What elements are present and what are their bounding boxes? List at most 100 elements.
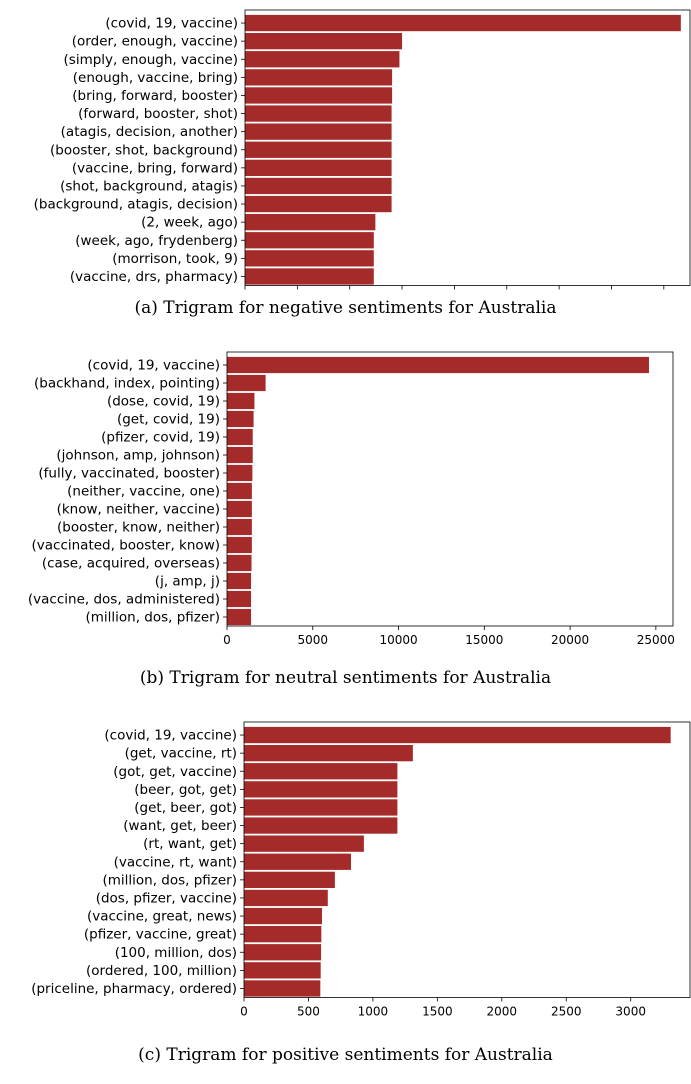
- category-label: (neither, vaccine, one): [67, 484, 220, 500]
- chart-neutral: (covid, 19, vaccine) (backhand, index, po…: [28, 351, 675, 647]
- category-label: (forward, booster, shot): [78, 106, 238, 122]
- category-label: (booster, know, neither): [57, 520, 220, 536]
- category-label: (dos, pfizer, vaccine): [96, 890, 237, 906]
- bar: [244, 726, 671, 744]
- category-label: (know, neither, vaccine): [57, 502, 220, 518]
- bar: [245, 69, 393, 86]
- x-tick-label: 20000: [551, 633, 589, 647]
- category-label: (atagis, decision, another): [61, 124, 238, 140]
- category-label: (johnson, amp, johnson): [56, 448, 220, 464]
- x-tick-label: 5000: [297, 633, 328, 647]
- plot-frame: [226, 351, 674, 627]
- bar: [244, 980, 321, 997]
- bar: [244, 871, 335, 888]
- chart-panel-positive: (covid, 19, vaccine) (get, vaccine, rt) (g…: [0, 712, 691, 1032]
- category-label: (case, acquired, overseas): [42, 556, 220, 572]
- chart-negative: (covid, 19, vaccine) (order, enough, vacc…: [34, 9, 691, 290]
- category-label: (2, week, ago): [141, 215, 238, 231]
- bar: [244, 853, 351, 870]
- bar: [244, 835, 364, 852]
- bar: [245, 177, 392, 195]
- bar: [227, 536, 252, 554]
- category-label: (get, covid, 19): [117, 412, 220, 428]
- bar: [245, 232, 374, 249]
- caption-negative: (a) Trigram for negative sentiments for …: [134, 298, 557, 318]
- category-label: (get, beer, got): [134, 800, 237, 816]
- bar: [227, 464, 253, 482]
- bar: [245, 141, 392, 158]
- x-tick-label: 1500: [422, 1005, 453, 1019]
- category-label: (backhand, index, pointing): [34, 376, 220, 392]
- category-label: (vaccine, bring, forward): [72, 160, 238, 176]
- bar: [227, 518, 252, 536]
- category-label: (bring, forward, booster): [72, 88, 238, 104]
- plot-frame: [243, 721, 691, 998]
- category-label: (vaccine, drs, pharmacy): [70, 269, 238, 285]
- category-label: (vaccine, dos, administered): [28, 592, 220, 608]
- category-label: (vaccinated, booster, know): [32, 538, 221, 554]
- category-label: (ordered, 100, million): [86, 963, 237, 979]
- caption-neutral: (b) Trigram for neutral sentiments for A…: [139, 668, 552, 688]
- category-label: (pfizer, vaccine, great): [84, 927, 237, 943]
- bar: [227, 572, 252, 590]
- bar: [244, 962, 321, 979]
- bar: [227, 554, 252, 572]
- category-label: (million, dos, pfizer): [102, 872, 237, 888]
- bar: [227, 608, 252, 626]
- category-label: (fully, vaccinated, booster): [38, 466, 220, 482]
- x-tick-label: 500: [297, 1005, 320, 1019]
- category-label: (100, million, dos): [115, 945, 237, 961]
- bar: [244, 763, 398, 780]
- x-tick-label: 0: [240, 1005, 248, 1019]
- category-label: (priceline, pharmacy, ordered): [31, 981, 237, 997]
- bar: [227, 392, 255, 410]
- category-label: (j, amp, j): [155, 574, 220, 590]
- category-label: (got, get, vaccine): [113, 764, 237, 780]
- category-label: (covid, 19, vaccine): [87, 358, 220, 374]
- bar: [244, 799, 398, 816]
- bar: [244, 817, 398, 834]
- bar: [245, 87, 393, 104]
- chart-panel-negative: (covid, 19, vaccine) (order, enough, vacc…: [0, 0, 691, 290]
- bar: [244, 781, 398, 798]
- bar: [245, 14, 681, 32]
- category-label: (morrison, took, 9): [112, 251, 238, 267]
- category-label: (dose, covid, 19): [107, 394, 220, 410]
- category-label: (covid, 19, vaccine): [104, 728, 237, 744]
- chart-panel-neutral: (covid, 19, vaccine) (backhand, index, po…: [0, 342, 691, 662]
- x-tick-label: 2000: [487, 1005, 518, 1019]
- bar: [245, 51, 400, 68]
- x-tick-label: 1000: [358, 1005, 389, 1019]
- x-tick-label: 10000: [379, 633, 417, 647]
- x-tick-label: 3000: [615, 1005, 646, 1019]
- plot-frame: [244, 9, 691, 286]
- category-label: (shot, background, atagis): [60, 178, 238, 194]
- x-tick-label: 25000: [637, 633, 675, 647]
- bar: [245, 268, 374, 285]
- bar: [227, 356, 649, 374]
- bar: [244, 889, 328, 907]
- category-label: (get, vaccine, rt): [125, 746, 237, 762]
- bar: [227, 500, 252, 518]
- category-label: (week, ago, frydenberg): [75, 233, 238, 249]
- bar: [244, 926, 322, 943]
- category-label: (want, get, beer): [123, 818, 237, 834]
- bar: [227, 482, 252, 500]
- category-label: (enough, vaccine, bring): [73, 70, 238, 86]
- bar: [227, 428, 253, 446]
- category-label: (background, atagis, decision): [34, 197, 238, 213]
- category-label: (pfizer, covid, 19): [101, 430, 220, 446]
- bar: [227, 374, 266, 392]
- bar: [245, 195, 392, 213]
- bar: [245, 105, 392, 122]
- category-label: (vaccine, rt, want): [114, 854, 237, 870]
- bar: [245, 33, 403, 50]
- bar: [245, 123, 392, 140]
- bar: [244, 907, 322, 925]
- category-label: (vaccine, great, news): [87, 909, 237, 925]
- category-label: (covid, 19, vaccine): [105, 16, 238, 32]
- bar: [245, 214, 376, 231]
- category-label: (beer, got, get): [134, 782, 237, 798]
- category-label: (simply, enough, vaccine): [64, 52, 238, 68]
- category-label: (order, enough, vaccine): [72, 34, 238, 50]
